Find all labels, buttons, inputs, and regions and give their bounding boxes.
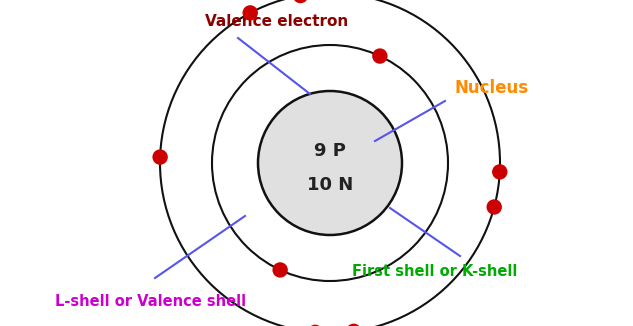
Text: 10 N: 10 N — [307, 176, 353, 194]
Text: Nucleus: Nucleus — [455, 79, 529, 97]
Circle shape — [153, 150, 167, 164]
Circle shape — [492, 165, 507, 179]
Text: Valence electron: Valence electron — [205, 13, 348, 28]
Circle shape — [347, 324, 361, 326]
Circle shape — [243, 6, 257, 20]
Text: 9 P: 9 P — [314, 142, 346, 160]
Circle shape — [487, 200, 501, 214]
Text: L-shell or Valence shell: L-shell or Valence shell — [55, 293, 246, 308]
Circle shape — [273, 263, 287, 277]
Text: First shell or K-shell: First shell or K-shell — [353, 263, 518, 278]
Circle shape — [294, 0, 308, 3]
Circle shape — [308, 325, 322, 326]
Circle shape — [373, 49, 387, 63]
Circle shape — [258, 91, 402, 235]
